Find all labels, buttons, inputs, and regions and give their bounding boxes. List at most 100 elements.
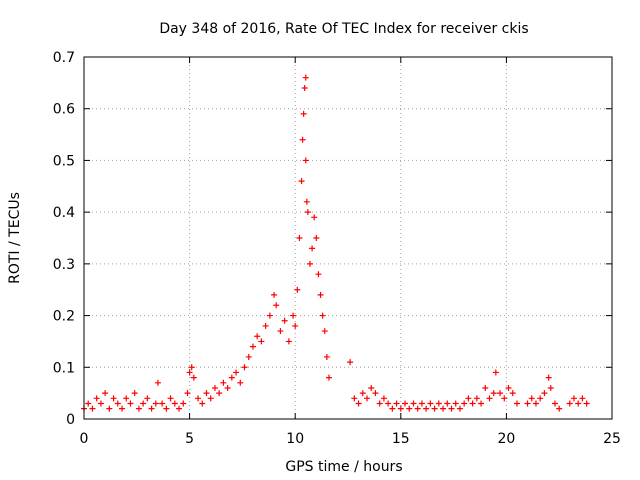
data-point [203,390,210,397]
data-point [123,395,130,402]
data-point [159,400,166,407]
data-point [402,400,409,407]
data-point [380,395,387,402]
data-point [385,400,392,407]
data-point [547,384,554,391]
data-point [199,400,206,407]
data-point [501,395,508,402]
data-point [556,405,563,412]
data-point [190,374,197,381]
data-point [524,400,531,407]
data-point [241,364,248,371]
data-point [184,390,191,397]
data-point [302,157,309,164]
data-point [290,312,297,319]
data-point [469,400,476,407]
data-point [298,178,305,185]
data-point [427,400,434,407]
data-point [171,400,178,407]
data-point [364,395,371,402]
x-tick-label: 0 [80,431,89,447]
data-point [497,390,504,397]
data-point [478,400,485,407]
data-point [418,400,425,407]
data-point [351,395,358,402]
data-point [299,136,306,143]
grid [84,57,612,419]
data-point [167,395,174,402]
y-tick-label: 0.7 [53,50,75,66]
data-point [465,395,472,402]
data-point [315,271,322,278]
data-point [311,214,318,221]
data-point [249,343,256,350]
data-point [207,395,214,402]
data-point [294,286,301,293]
data-point [271,291,278,298]
data-point [319,312,326,319]
data-point [302,74,309,81]
data-point [397,405,404,412]
data-point [448,405,455,412]
y-tick-label: 0.3 [53,257,75,273]
data-point [509,390,516,397]
data-point [368,384,375,391]
data-point [486,395,493,402]
data-point [163,405,170,412]
data-point [224,384,231,391]
data-point [431,405,438,412]
data-point [579,395,586,402]
data-point [102,390,109,397]
data-point [313,235,320,241]
data-point [309,245,316,252]
data-point [144,395,151,402]
x-tick-label: 20 [497,431,515,447]
data-point [85,400,92,407]
data-point [154,379,161,386]
data-point [114,400,121,407]
data-point [281,317,288,324]
data-point [296,235,303,241]
data-point [277,328,284,335]
data-point [406,405,413,412]
y-tick-label: 0.4 [53,205,75,221]
data-point [528,395,535,402]
data-point [140,400,147,407]
data-point [410,400,417,407]
data-point [262,322,269,329]
data-point [285,338,292,345]
data-point [452,400,459,407]
data-point [347,359,354,366]
data-point [505,384,512,391]
data-point [461,400,468,407]
x-tick-label: 10 [286,431,304,447]
data-point [148,405,155,412]
data-point [359,390,366,397]
data-point [306,260,313,267]
data-point [393,400,400,407]
data-point [301,85,308,92]
data-point [89,405,96,412]
plot-frame [83,56,613,420]
data-point [152,400,159,407]
data-point [444,400,451,407]
data-point [93,395,100,402]
data-point [266,312,273,319]
data-point [176,405,183,412]
data-point [583,400,590,407]
data-point [97,400,104,407]
data-point [440,405,447,412]
data-point [372,390,379,397]
data-point [127,400,134,407]
y-axis-label: ROTI / TECUs [7,192,23,284]
y-tick-label: 0.5 [53,153,75,169]
x-axis-label: GPS time / hours [285,459,402,475]
data-point [254,333,261,340]
data-point [186,369,193,376]
x-tick-label: 25 [603,431,621,447]
data-point [180,400,187,407]
data-point [482,384,489,391]
data-point [570,395,577,402]
data-point [119,405,126,412]
data-point [135,405,142,412]
